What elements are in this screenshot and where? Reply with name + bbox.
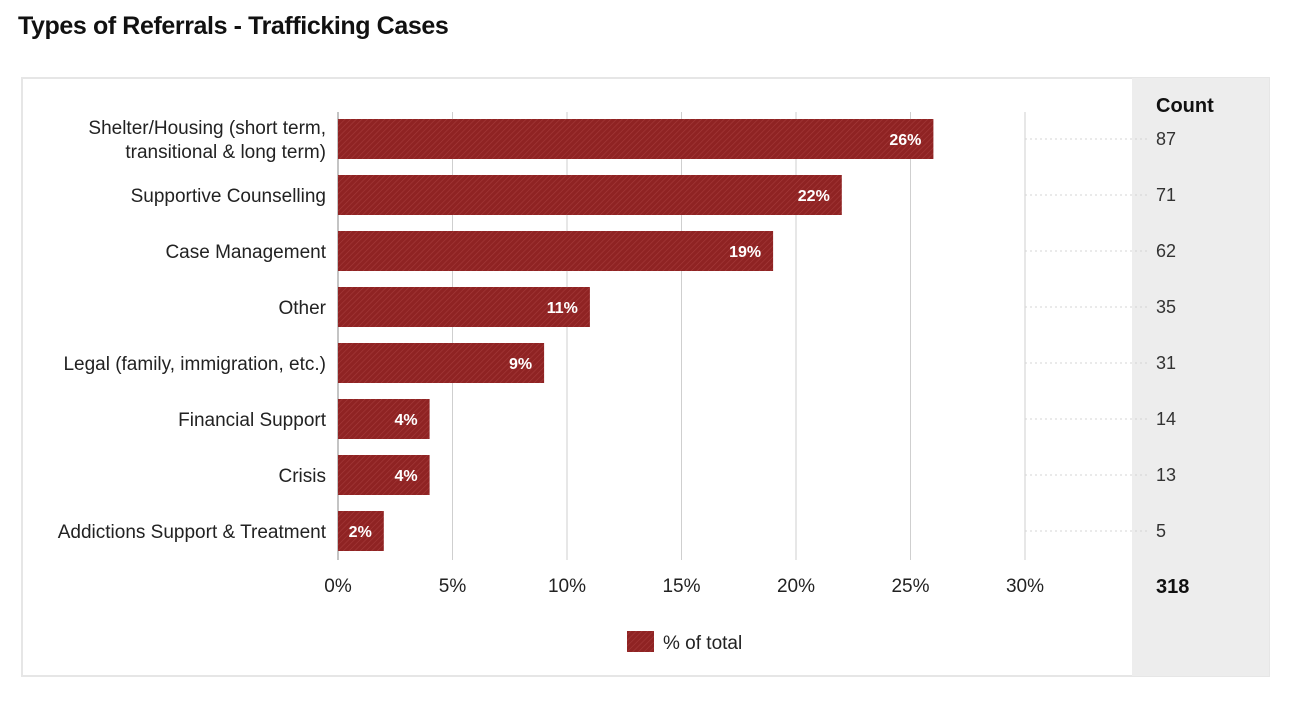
bars: 26% 22% 19% 11% 9% 4% 4% 2% [338, 119, 934, 551]
bar-data-label: 22% [798, 188, 830, 205]
bar-data-label: 19% [729, 244, 761, 261]
legend-label: % of total [663, 633, 742, 654]
count-value: 5 [1156, 521, 1166, 541]
bar [338, 455, 430, 495]
count-panel [1132, 78, 1269, 676]
bar-data-label: 4% [394, 468, 417, 485]
x-tick-label: 30% [1006, 576, 1044, 597]
bar [338, 175, 842, 215]
category-label: Legal (family, immigration, etc.) [63, 354, 326, 375]
bar [338, 343, 545, 383]
legend: % of total [627, 631, 742, 654]
category-label: Financial Support [178, 410, 327, 431]
bar [338, 287, 590, 327]
bar-data-label: 2% [349, 524, 372, 541]
legend-swatch [627, 631, 654, 652]
x-tick-label: 5% [439, 576, 467, 597]
x-tick-label: 20% [777, 576, 815, 597]
x-tick-label: 25% [891, 576, 929, 597]
bar [338, 511, 384, 551]
category-label: Other [278, 298, 326, 319]
category-label: Supportive Counselling [131, 186, 326, 207]
count-header: Count [1156, 95, 1214, 117]
category-label: Crisis [279, 466, 327, 487]
count-value: 14 [1156, 409, 1176, 429]
x-tick-label: 15% [662, 576, 700, 597]
category-label: Addictions Support & Treatment [58, 522, 327, 543]
bar-data-label: 26% [889, 132, 921, 149]
bar [338, 231, 774, 271]
x-tick-label: 0% [324, 576, 352, 597]
count-total: 318 [1156, 576, 1189, 598]
bar-data-label: 4% [394, 412, 417, 429]
page-title: Types of Referrals - Trafficking Cases [18, 12, 449, 40]
count-value: 35 [1156, 297, 1176, 317]
count-value: 71 [1156, 185, 1176, 205]
count-column: 87 71 62 35 31 14 13 5 Count 318 [1156, 95, 1214, 598]
count-value: 31 [1156, 353, 1176, 373]
bar-data-label: 9% [509, 356, 532, 373]
bar [338, 119, 934, 159]
bar-data-label: 11% [547, 300, 578, 317]
bar [338, 399, 430, 439]
category-label: Case Management [165, 242, 326, 263]
x-tick-label: 10% [548, 576, 586, 597]
count-value: 13 [1156, 465, 1176, 485]
count-value: 87 [1156, 129, 1176, 149]
x-axis-ticks: 0% 5% 10% 15% 20% 25% 30% [324, 576, 1044, 597]
category-label: Shelter/Housing (short term, transitional… [88, 118, 326, 163]
count-value: 62 [1156, 241, 1176, 261]
category-labels: Shelter/Housing (short term, transitional… [58, 118, 327, 543]
